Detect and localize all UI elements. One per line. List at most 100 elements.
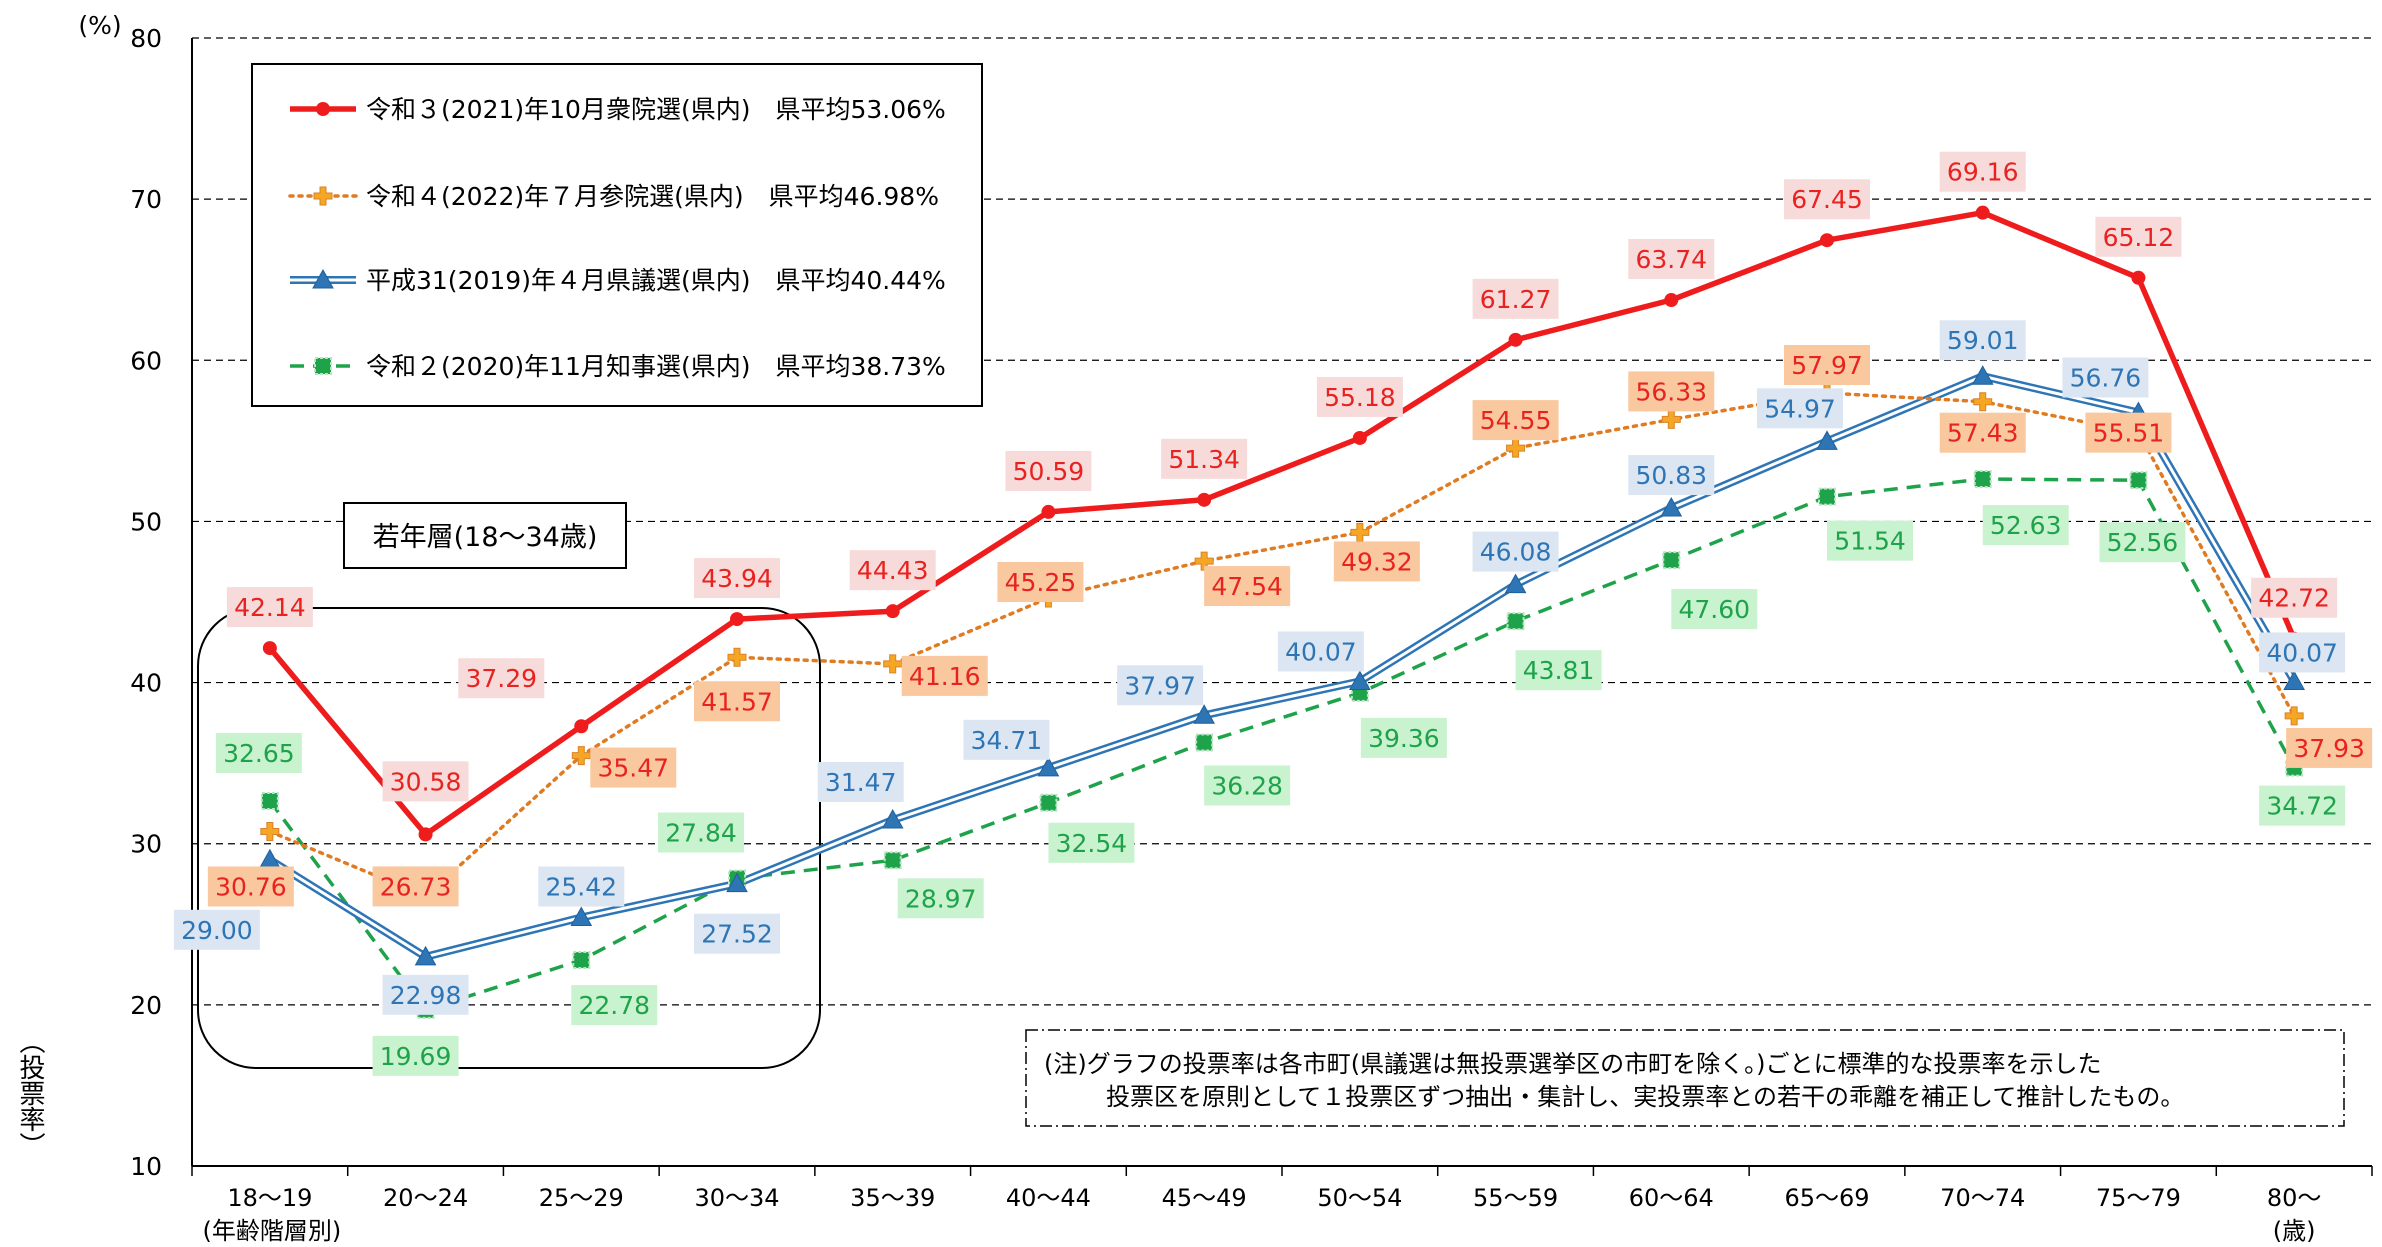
data-label: 32.65 xyxy=(223,739,295,768)
data-label: 34.72 xyxy=(2266,792,2338,821)
data-label: 34.71 xyxy=(971,726,1043,755)
legend-item: 令和３(2021)年10月衆院選(県内) 県平均53.06% xyxy=(290,95,946,124)
data-point xyxy=(885,604,900,619)
x-tick-label: 35〜39 xyxy=(850,1184,935,1212)
data-label-bg xyxy=(1472,278,1559,319)
data-label-bg xyxy=(1939,412,2026,453)
data-point xyxy=(1039,793,1058,812)
data-point xyxy=(572,951,591,970)
data-label: 59.01 xyxy=(1947,326,2019,355)
data-label-bg xyxy=(207,866,294,907)
data-point xyxy=(727,647,747,667)
data-point xyxy=(2129,471,2148,490)
legend-item: 令和４(2022)年７月参院選(県内) 県平均46.98% xyxy=(288,182,939,211)
data-label: 28.97 xyxy=(905,884,977,913)
data-label-bg xyxy=(1982,505,2069,546)
data-label: 57.97 xyxy=(1791,351,1863,380)
data-point xyxy=(2283,670,2305,690)
data-label-bg xyxy=(1360,717,1447,758)
data-label: 37.93 xyxy=(2293,734,2365,763)
data-label: 42.72 xyxy=(2258,584,2330,613)
x-tick-label: 40〜44 xyxy=(1006,1184,1091,1212)
series-line-3 xyxy=(268,477,2296,1012)
data-label: 52.63 xyxy=(1990,511,2062,540)
data-label: 46.08 xyxy=(1480,538,1552,567)
data-label: 61.27 xyxy=(1480,285,1552,314)
legend-swatch-marker xyxy=(313,186,333,206)
data-label-bg xyxy=(382,974,469,1015)
x-tick-label: 70〜74 xyxy=(1940,1184,2025,1212)
data-point xyxy=(1661,409,1681,429)
data-point xyxy=(1973,392,1993,412)
data-point xyxy=(2284,706,2304,726)
data-label-bg xyxy=(963,719,1050,760)
data-point xyxy=(1352,430,1367,445)
data-label-bg xyxy=(372,1035,459,1076)
y-tick-label: 20 xyxy=(130,991,162,1020)
data-point xyxy=(883,654,903,674)
data-label: 54.97 xyxy=(1764,394,1836,423)
data-point xyxy=(570,906,593,927)
data-point xyxy=(1662,551,1681,570)
data-label-bg xyxy=(1939,320,2026,361)
data-label: 44.43 xyxy=(857,556,929,585)
data-label: 41.16 xyxy=(909,662,981,691)
data-label-bg xyxy=(1515,650,1602,691)
data-label: 63.74 xyxy=(1635,245,1707,274)
x-tick-label: 75〜79 xyxy=(2096,1184,2181,1212)
x-tick-label: 45〜49 xyxy=(1162,1184,1247,1212)
youth-range-box xyxy=(197,607,821,1069)
legend-swatch-marker xyxy=(316,102,330,116)
legend-label: 平成31(2019)年４月県議選(県内) 県平均40.44% xyxy=(366,266,946,295)
data-label: 40.07 xyxy=(2266,638,2338,667)
data-label-bg xyxy=(571,985,658,1026)
data-label-bg xyxy=(173,909,260,950)
legend-frame xyxy=(251,63,983,407)
legend-swatch-marker xyxy=(314,357,332,375)
data-point xyxy=(1350,522,1370,542)
data-point xyxy=(883,851,902,870)
x-tick-label: 25〜29 xyxy=(539,1184,624,1212)
data-label: 37.29 xyxy=(465,664,537,693)
y-tick-label: 10 xyxy=(130,1152,162,1181)
youth-range-label-box xyxy=(343,502,627,569)
data-labels: 42.14 30.58 37.29 43.94 44.43 50.59 51.34 55.18… xyxy=(173,151,2373,1076)
footnote: (注)グラフの投票率は各市町(県議選は無投票選挙区の市町を除く。)ごとに標準的な… xyxy=(1025,1029,2345,1127)
footnote-line-2: 投票区を原則として１投票区ずつ抽出・集計し、実投票率との若干の乖離を補正して推計… xyxy=(1106,1083,2184,1111)
data-label: 55.18 xyxy=(1324,383,1396,412)
x-axis-note: (年齢階層別) xyxy=(202,1217,341,1245)
data-label-bg xyxy=(1277,631,1364,672)
data-label-bg xyxy=(1628,239,1715,280)
data-label: 50.59 xyxy=(1013,457,1085,486)
data-point xyxy=(259,848,281,869)
data-label-bg xyxy=(215,733,302,774)
y-axis-unit: (%) xyxy=(78,11,121,40)
data-label-bg xyxy=(1757,388,1843,429)
data-label: 45.25 xyxy=(1005,568,1077,597)
legend-label: 令和３(2021)年10月衆院選(県内) 県平均53.06% xyxy=(366,95,946,124)
footnote-frame xyxy=(1025,1029,2345,1127)
legend: 令和３(2021)年10月衆院選(県内) 県平均53.06% 令和４(2022)年… xyxy=(251,63,983,407)
data-label-bg xyxy=(694,913,780,954)
data-label-bg xyxy=(2095,216,2182,257)
data-label: 56.33 xyxy=(1635,377,1707,406)
data-label-bg xyxy=(897,878,984,919)
legend-label: 令和２(2020)年11月知事選(県内) 県平均38.73% xyxy=(366,352,946,381)
y-tick-label: 60 xyxy=(130,346,162,375)
data-label-bg xyxy=(2062,357,2149,398)
data-label-bg xyxy=(2085,412,2172,453)
data-point xyxy=(1504,573,1527,594)
y-tick-label: 50 xyxy=(130,507,162,536)
data-label-bg xyxy=(1204,765,1291,806)
data-label: 65.12 xyxy=(2103,223,2175,252)
series-lines xyxy=(267,209,2298,1012)
data-label-bg xyxy=(226,587,313,628)
data-label: 43.94 xyxy=(701,564,773,593)
data-label-bg xyxy=(590,747,677,788)
x-tick-label: 55〜59 xyxy=(1473,1184,1558,1212)
data-label: 55.51 xyxy=(2093,419,2165,448)
data-label: 54.55 xyxy=(1480,406,1552,435)
series-line-1 xyxy=(268,391,2296,899)
data-point xyxy=(1973,470,1992,489)
data-label-bg xyxy=(1333,541,1420,582)
